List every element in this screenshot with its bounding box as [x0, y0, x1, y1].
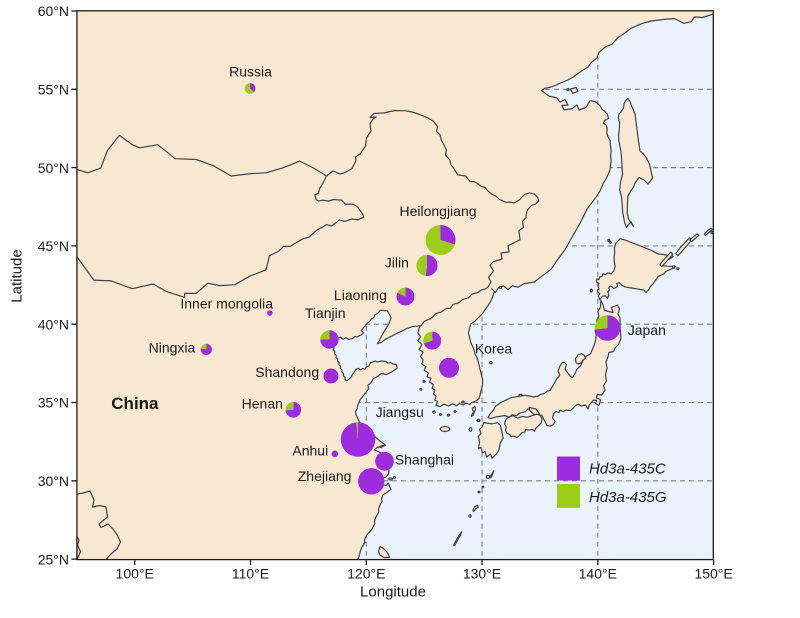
svg-text:Jilin: Jilin [385, 255, 409, 271]
svg-text:45°N: 45°N [38, 238, 69, 254]
svg-text:Latitude: Latitude [9, 249, 26, 302]
svg-text:Anhui: Anhui [292, 443, 328, 459]
svg-text:Jiangsu: Jiangsu [376, 404, 424, 420]
svg-text:Heilongjiang: Heilongjiang [399, 203, 476, 219]
svg-text:110°E: 110°E [232, 566, 269, 582]
svg-text:Japan: Japan [628, 322, 666, 338]
svg-text:30°N: 30°N [38, 473, 69, 489]
svg-text:Tianjin: Tianjin [305, 305, 346, 321]
svg-text:Hd3a-435G: Hd3a-435G [589, 489, 667, 506]
svg-text:140°E: 140°E [579, 566, 617, 582]
svg-text:25°N: 25°N [38, 551, 69, 567]
svg-text:Liaoning: Liaoning [334, 287, 387, 303]
svg-text:120°E: 120°E [347, 566, 385, 582]
svg-text:China: China [111, 394, 159, 413]
svg-text:Shandong: Shandong [255, 364, 319, 380]
svg-text:Hd3a-435C: Hd3a-435C [589, 461, 666, 478]
svg-text:150°E: 150°E [694, 566, 732, 582]
svg-text:Longitude: Longitude [360, 584, 426, 601]
svg-text:60°N: 60°N [38, 3, 69, 19]
svg-text:35°N: 35°N [38, 395, 69, 411]
svg-text:Zhejiang: Zhejiang [298, 468, 352, 484]
svg-text:Shanghai: Shanghai [395, 452, 454, 468]
svg-text:100°E: 100°E [116, 566, 154, 582]
svg-text:Ningxia: Ningxia [149, 340, 196, 356]
svg-text:Inner mongolia: Inner mongolia [180, 296, 273, 312]
svg-text:50°N: 50°N [38, 160, 69, 176]
svg-text:55°N: 55°N [38, 82, 69, 98]
svg-text:40°N: 40°N [38, 316, 69, 332]
svg-text:Henan: Henan [242, 395, 283, 411]
svg-text:130°E: 130°E [463, 566, 501, 582]
svg-text:Korea: Korea [475, 340, 513, 356]
svg-text:Russia: Russia [229, 64, 272, 80]
